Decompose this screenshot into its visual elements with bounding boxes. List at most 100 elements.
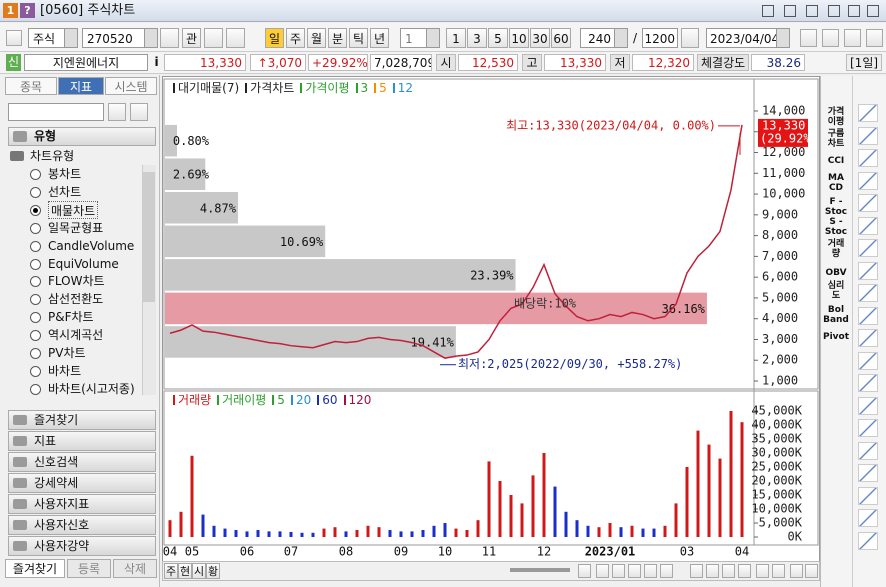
bottom-icon[interactable] — [790, 564, 803, 578]
bottom-icon[interactable] — [805, 564, 818, 578]
panel-tab[interactable]: 시스템 — [105, 77, 157, 95]
interval-button[interactable]: 1 — [446, 28, 466, 48]
scroll-slider[interactable] — [510, 568, 570, 572]
toolbar-button[interactable] — [226, 28, 245, 48]
bottom-tab[interactable]: 삭제 — [113, 559, 157, 578]
radio[interactable] — [30, 222, 41, 234]
chart-type-item[interactable]: 바차트(시고저종) — [48, 381, 135, 395]
indicator-button[interactable]: 심리 도 — [827, 281, 845, 301]
chart-type-item[interactable]: FLOW차트 — [48, 274, 105, 289]
period-button[interactable]: 일 — [265, 28, 284, 48]
code-input[interactable]: 270520 — [82, 28, 158, 48]
indicator-button[interactable]: Bol Band — [823, 305, 849, 325]
interval-button[interactable]: 30 — [530, 28, 550, 48]
radio[interactable] — [30, 258, 41, 270]
folder-row[interactable] — [8, 536, 156, 556]
chart-type-item[interactable]: 삼선전환도 — [48, 292, 104, 307]
folder-row[interactable] — [8, 410, 156, 430]
stock-name[interactable]: 지엔원에너지 — [24, 54, 148, 71]
radio[interactable] — [30, 312, 41, 324]
tool-icon[interactable] — [858, 509, 878, 527]
toolbar-icon[interactable] — [844, 29, 861, 47]
chart-type-item[interactable]: PV차트 — [48, 346, 86, 360]
scroll-thumb[interactable] — [143, 172, 155, 302]
radio[interactable] — [30, 186, 41, 198]
radio[interactable] — [30, 365, 41, 377]
bottom-icon[interactable] — [690, 564, 703, 578]
tool-icon[interactable] — [858, 464, 878, 482]
radio[interactable] — [30, 383, 41, 395]
interval-button[interactable]: 5 — [488, 28, 508, 48]
nav-button[interactable] — [6, 30, 22, 46]
title-icon[interactable] — [806, 5, 818, 17]
title-icon[interactable] — [828, 5, 840, 17]
chart-type-item[interactable]: 일목균형표 — [48, 220, 104, 235]
bottom-button[interactable]: 시 — [192, 563, 206, 579]
indicator-button[interactable]: Pivot — [822, 332, 850, 342]
chart-type-item[interactable]: CandleVolume — [48, 238, 135, 253]
panel-tab[interactable]: 지표 — [58, 77, 104, 95]
toolbar-button[interactable] — [681, 28, 699, 48]
bottom-icon[interactable] — [756, 564, 769, 578]
bottom-icon[interactable] — [578, 564, 591, 578]
dropdown-arrow[interactable] — [776, 29, 789, 47]
spinner[interactable] — [614, 29, 627, 47]
title-icon[interactable] — [848, 5, 860, 17]
bottom-icon[interactable] — [612, 564, 625, 578]
tool-icon[interactable] — [858, 284, 878, 302]
bottom-icon[interactable] — [596, 564, 609, 578]
folder-row[interactable] — [8, 515, 156, 535]
radio[interactable] — [30, 348, 41, 359]
folder-row[interactable] — [8, 494, 156, 514]
period-button[interactable]: 틱 — [349, 28, 368, 48]
period-button[interactable]: 주 — [286, 28, 305, 48]
indicator-button[interactable]: 거래 량 — [827, 239, 845, 259]
tool-icon[interactable] — [858, 419, 878, 437]
tool-icon[interactable] — [858, 396, 878, 415]
chart-type-item[interactable]: P&F차트 — [48, 310, 94, 325]
chart-type-item[interactable]: 매물차트 — [48, 200, 99, 219]
chart-type-item[interactable]: 역시계곡선 — [48, 328, 104, 343]
tool-icon[interactable] — [858, 374, 878, 392]
chart-type-item[interactable]: 선차트 — [48, 184, 82, 199]
interval-button[interactable]: 3 — [467, 28, 487, 48]
radio[interactable] — [30, 294, 41, 306]
radio[interactable] — [30, 330, 41, 342]
title-icon[interactable] — [867, 5, 879, 17]
tool-icon[interactable] — [858, 351, 878, 370]
indicator-button[interactable]: CCI — [827, 156, 845, 166]
period-button[interactable]: 분 — [328, 28, 347, 48]
chart-type-item[interactable]: 바차트 — [48, 363, 82, 378]
folder-row[interactable] — [8, 431, 156, 451]
bottom-button[interactable]: 주 — [164, 563, 178, 579]
tool-icon[interactable] — [858, 329, 878, 347]
bottom-icon[interactable] — [722, 564, 735, 578]
bottom-icon[interactable] — [644, 564, 657, 578]
toolbar-icon[interactable] — [866, 29, 883, 47]
search-input[interactable] — [8, 103, 104, 121]
tool-icon[interactable] — [858, 171, 878, 190]
bottom-tab[interactable]: 즐겨찾기 — [5, 559, 65, 578]
panel-tab[interactable]: 종목 — [5, 77, 57, 95]
date-select[interactable]: 2023/04/04 — [706, 28, 790, 48]
panel-button[interactable] — [130, 103, 148, 121]
bottom-tab[interactable]: 등록 — [67, 559, 111, 578]
folder-row[interactable] — [8, 452, 156, 472]
bottom-button[interactable]: 황 — [206, 563, 220, 579]
indicator-button[interactable]: 구름 차트 — [827, 129, 845, 149]
tool-icon[interactable] — [858, 239, 878, 257]
tool-icon[interactable] — [858, 531, 878, 550]
gwan-button[interactable]: 관 — [182, 28, 201, 48]
tool-icon[interactable] — [858, 104, 878, 122]
bottom-icon[interactable] — [738, 564, 751, 578]
period-button[interactable]: 월 — [307, 28, 326, 48]
bottom-icon[interactable] — [628, 564, 641, 578]
folder-row[interactable] — [8, 473, 156, 493]
indicator-button[interactable]: 가격 이평 — [827, 107, 845, 127]
bottom-icon[interactable] — [706, 564, 719, 578]
tool-icon[interactable] — [858, 306, 878, 325]
tool-icon[interactable] — [858, 194, 878, 212]
bottom-button[interactable]: 현 — [178, 563, 192, 579]
panel-button[interactable] — [108, 103, 126, 121]
interval-button[interactable]: 10 — [509, 28, 529, 48]
